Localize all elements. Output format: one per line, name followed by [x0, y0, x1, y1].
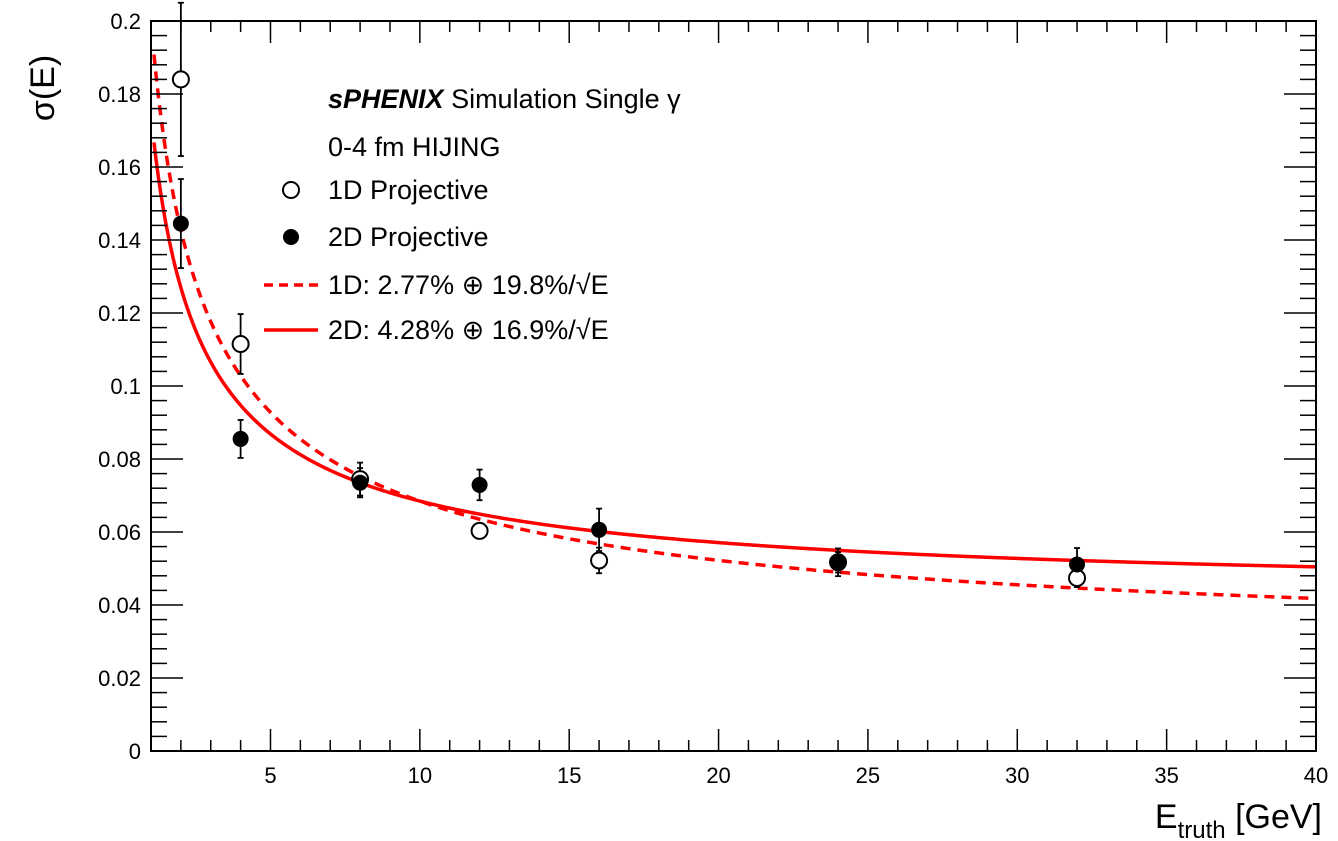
x-axis-title: Etruth [GeV]	[1155, 798, 1322, 841]
point-2d-projective	[172, 215, 189, 232]
fit-curve-2d	[152, 142, 1317, 569]
y-axis-title: σ(E)	[24, 55, 62, 121]
simulation-label: Simulation Single γ	[451, 84, 681, 114]
point-1d-projective	[231, 335, 250, 354]
legend-1d-projective: 1D Projective	[328, 175, 489, 205]
point-2d-projective	[352, 474, 369, 491]
x-tick-label: 5	[264, 763, 276, 788]
y-tick-label: 0.04	[98, 593, 141, 618]
data-points	[171, 70, 1087, 587]
legend-2d-projective: 2D Projective	[328, 222, 489, 252]
point-1d-projective	[171, 70, 190, 89]
axes: 5 10 15 20 25 30 35 40 0 0.02 0.04 0.06 0.08 0.1 0.12 0…	[98, 9, 1328, 788]
x-axis-title-main: E	[1155, 798, 1178, 836]
legend-filled-circle-marker	[283, 229, 299, 245]
experiment-label: sPHENIX	[328, 84, 446, 114]
x-tick-label: 35	[1154, 763, 1178, 788]
y-tick-label: 0.02	[98, 666, 141, 691]
fit-curve-1d	[152, 54, 1317, 601]
point-2d-projective	[591, 521, 608, 538]
legend-2d-fit: 2D: 4.28% ⊕ 16.9%/√E	[328, 315, 609, 345]
legend-header-1: sPHENIX Simulation Single γ	[328, 84, 681, 114]
x-tick-label: 30	[1005, 763, 1029, 788]
x-tick-label: 10	[408, 763, 432, 788]
x-axis-title-sub: truth	[1178, 817, 1226, 841]
point-2d-projective	[830, 554, 847, 571]
x-axis-title-unit: [GeV]	[1226, 798, 1322, 836]
y-tick-label: 0.16	[98, 155, 141, 180]
legend-header-2: 0-4 fm HIJING	[328, 132, 501, 162]
y-tick-label: 0.14	[98, 228, 141, 253]
point-2d-projective	[1069, 556, 1086, 573]
y-tick-label: 0.18	[98, 82, 141, 107]
legend-open-circle-marker	[282, 181, 300, 199]
plot-frame	[150, 20, 1317, 752]
x-tick-label: 40	[1304, 763, 1328, 788]
fit-curves	[152, 54, 1317, 601]
y-tick-label: 0.12	[98, 301, 141, 326]
point-1d-projective	[590, 551, 609, 570]
y-tick-label: 0.1	[110, 374, 141, 399]
y-tick-label: 0	[129, 739, 141, 764]
y-tick-label: 0.08	[98, 447, 141, 472]
point-1d-projective	[470, 521, 489, 540]
point-2d-projective	[471, 476, 488, 493]
legend-1d-fit: 1D: 2.77% ⊕ 19.8%/√E	[328, 270, 609, 300]
x-tick-label: 25	[856, 763, 880, 788]
legend: sPHENIX Simulation Single γ 0-4 fm HIJIN…	[264, 84, 681, 345]
y-tick-label: 0.2	[110, 9, 141, 34]
y-tick-label: 0.06	[98, 520, 141, 545]
x-tick-label: 15	[557, 763, 581, 788]
x-tick-label: 20	[706, 763, 730, 788]
point-2d-projective	[232, 430, 249, 447]
